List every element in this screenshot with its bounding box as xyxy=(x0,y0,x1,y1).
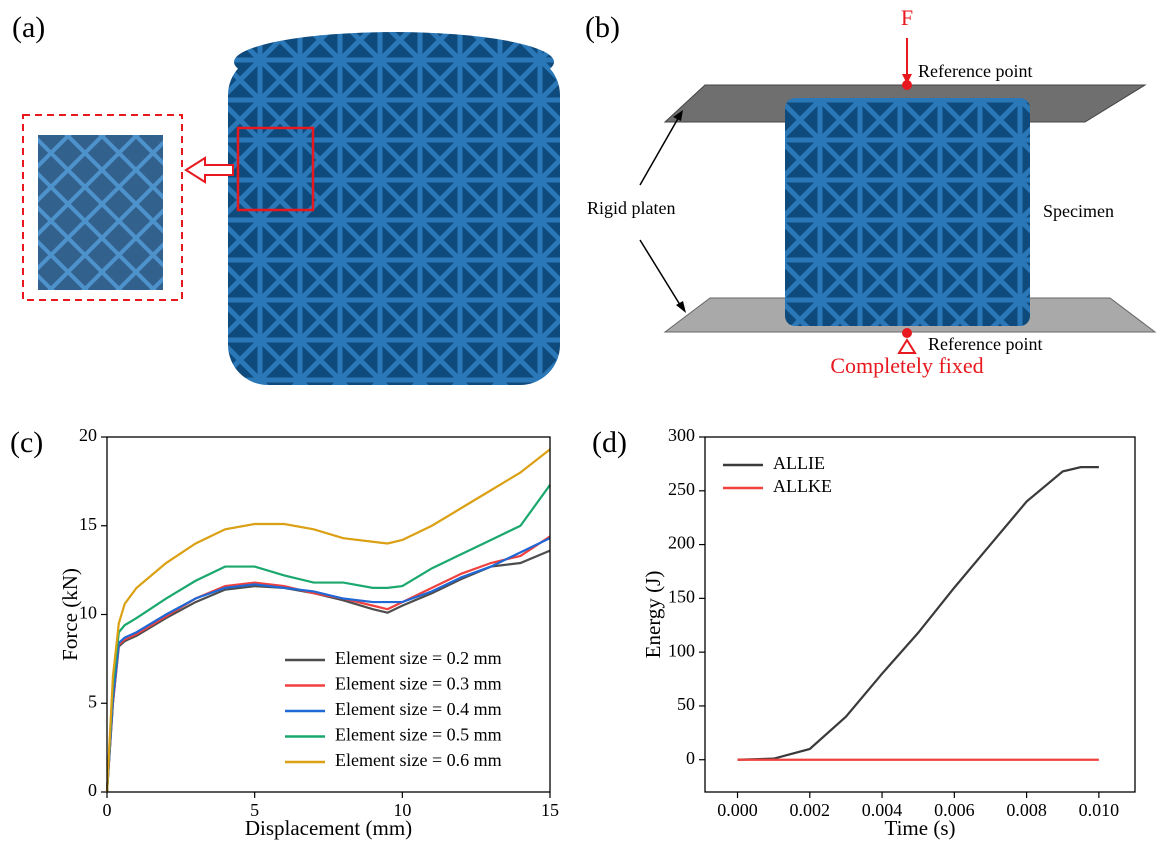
arrow xyxy=(184,156,234,184)
y-axis-label: Force (kN) xyxy=(58,568,82,661)
x-axis-label: Time (s) xyxy=(885,816,956,840)
platen-label: Rigid platen xyxy=(587,198,676,218)
pointer-head xyxy=(673,110,683,121)
legend-label: Element size = 0.2 mm xyxy=(335,648,502,668)
y-tick-label: 300 xyxy=(668,425,695,445)
legend-label: ALLIE xyxy=(773,453,825,473)
series-line xyxy=(105,448,551,793)
y-tick-label: 10 xyxy=(79,603,97,623)
force-label: F xyxy=(901,5,913,30)
specimen xyxy=(785,98,1030,326)
panel-label: (c) xyxy=(10,426,43,459)
x-tick-label: 0.002 xyxy=(790,800,831,820)
panel-label: (a) xyxy=(12,11,45,44)
x-tick-label: 0.010 xyxy=(1079,800,1120,820)
y-tick-label: 0 xyxy=(88,780,97,800)
panel-label: (b) xyxy=(585,11,620,44)
x-tick-label: 15 xyxy=(541,800,559,820)
plot-frame xyxy=(704,436,1136,793)
pointer xyxy=(639,114,681,186)
series-line xyxy=(737,466,1099,761)
reference-point xyxy=(902,328,912,338)
plot-frame xyxy=(106,436,551,793)
detail-box xyxy=(22,114,183,301)
series-line xyxy=(105,537,551,793)
fixed-label: Completely fixed xyxy=(830,353,983,378)
y-tick-label: 20 xyxy=(79,425,97,445)
x-axis-label: Displacement (mm) xyxy=(245,816,412,840)
reference-label: Reference point xyxy=(918,61,1032,81)
y-tick-label: 50 xyxy=(677,694,695,714)
x-tick-label: 0.004 xyxy=(862,800,903,820)
y-tick-label: 250 xyxy=(668,479,695,499)
series-line xyxy=(105,484,551,793)
x-tick-label: 0.000 xyxy=(717,800,758,820)
lattice-cylinder xyxy=(228,55,560,385)
legend-label: Element size = 0.4 mm xyxy=(335,699,502,719)
x-tick-label: 0.006 xyxy=(934,800,975,820)
cylinder-top xyxy=(234,32,554,92)
x-tick-label: 0 xyxy=(103,800,112,820)
highlight-box xyxy=(236,126,315,212)
y-tick-label: 100 xyxy=(668,640,695,660)
legend-label: Element size = 0.6 mm xyxy=(335,750,502,770)
y-tick-label: 5 xyxy=(88,691,97,711)
y-axis-label: Energy (J) xyxy=(641,571,665,659)
force-arrow-head xyxy=(902,74,912,84)
fixed-support xyxy=(897,338,917,354)
panel-label: (d) xyxy=(592,426,627,459)
reference-label: Reference point xyxy=(928,334,1042,354)
legend-label: Element size = 0.3 mm xyxy=(335,674,502,694)
x-tick-label: 0.008 xyxy=(1006,800,1047,820)
pointer-head xyxy=(676,301,686,313)
y-tick-label: 15 xyxy=(79,514,97,534)
x-tick-label: 5 xyxy=(250,800,259,820)
unit-cell xyxy=(38,135,163,290)
reference-point xyxy=(902,80,912,90)
y-tick-label: 150 xyxy=(668,586,695,606)
specimen-label: Specimen xyxy=(1043,201,1114,221)
pointer xyxy=(639,239,683,309)
y-tick-label: 200 xyxy=(668,533,695,553)
legend-label: ALLKE xyxy=(773,476,832,496)
y-tick-label: 0 xyxy=(686,748,695,768)
legend-label: Element size = 0.5 mm xyxy=(335,725,502,745)
x-tick-label: 10 xyxy=(393,800,411,820)
